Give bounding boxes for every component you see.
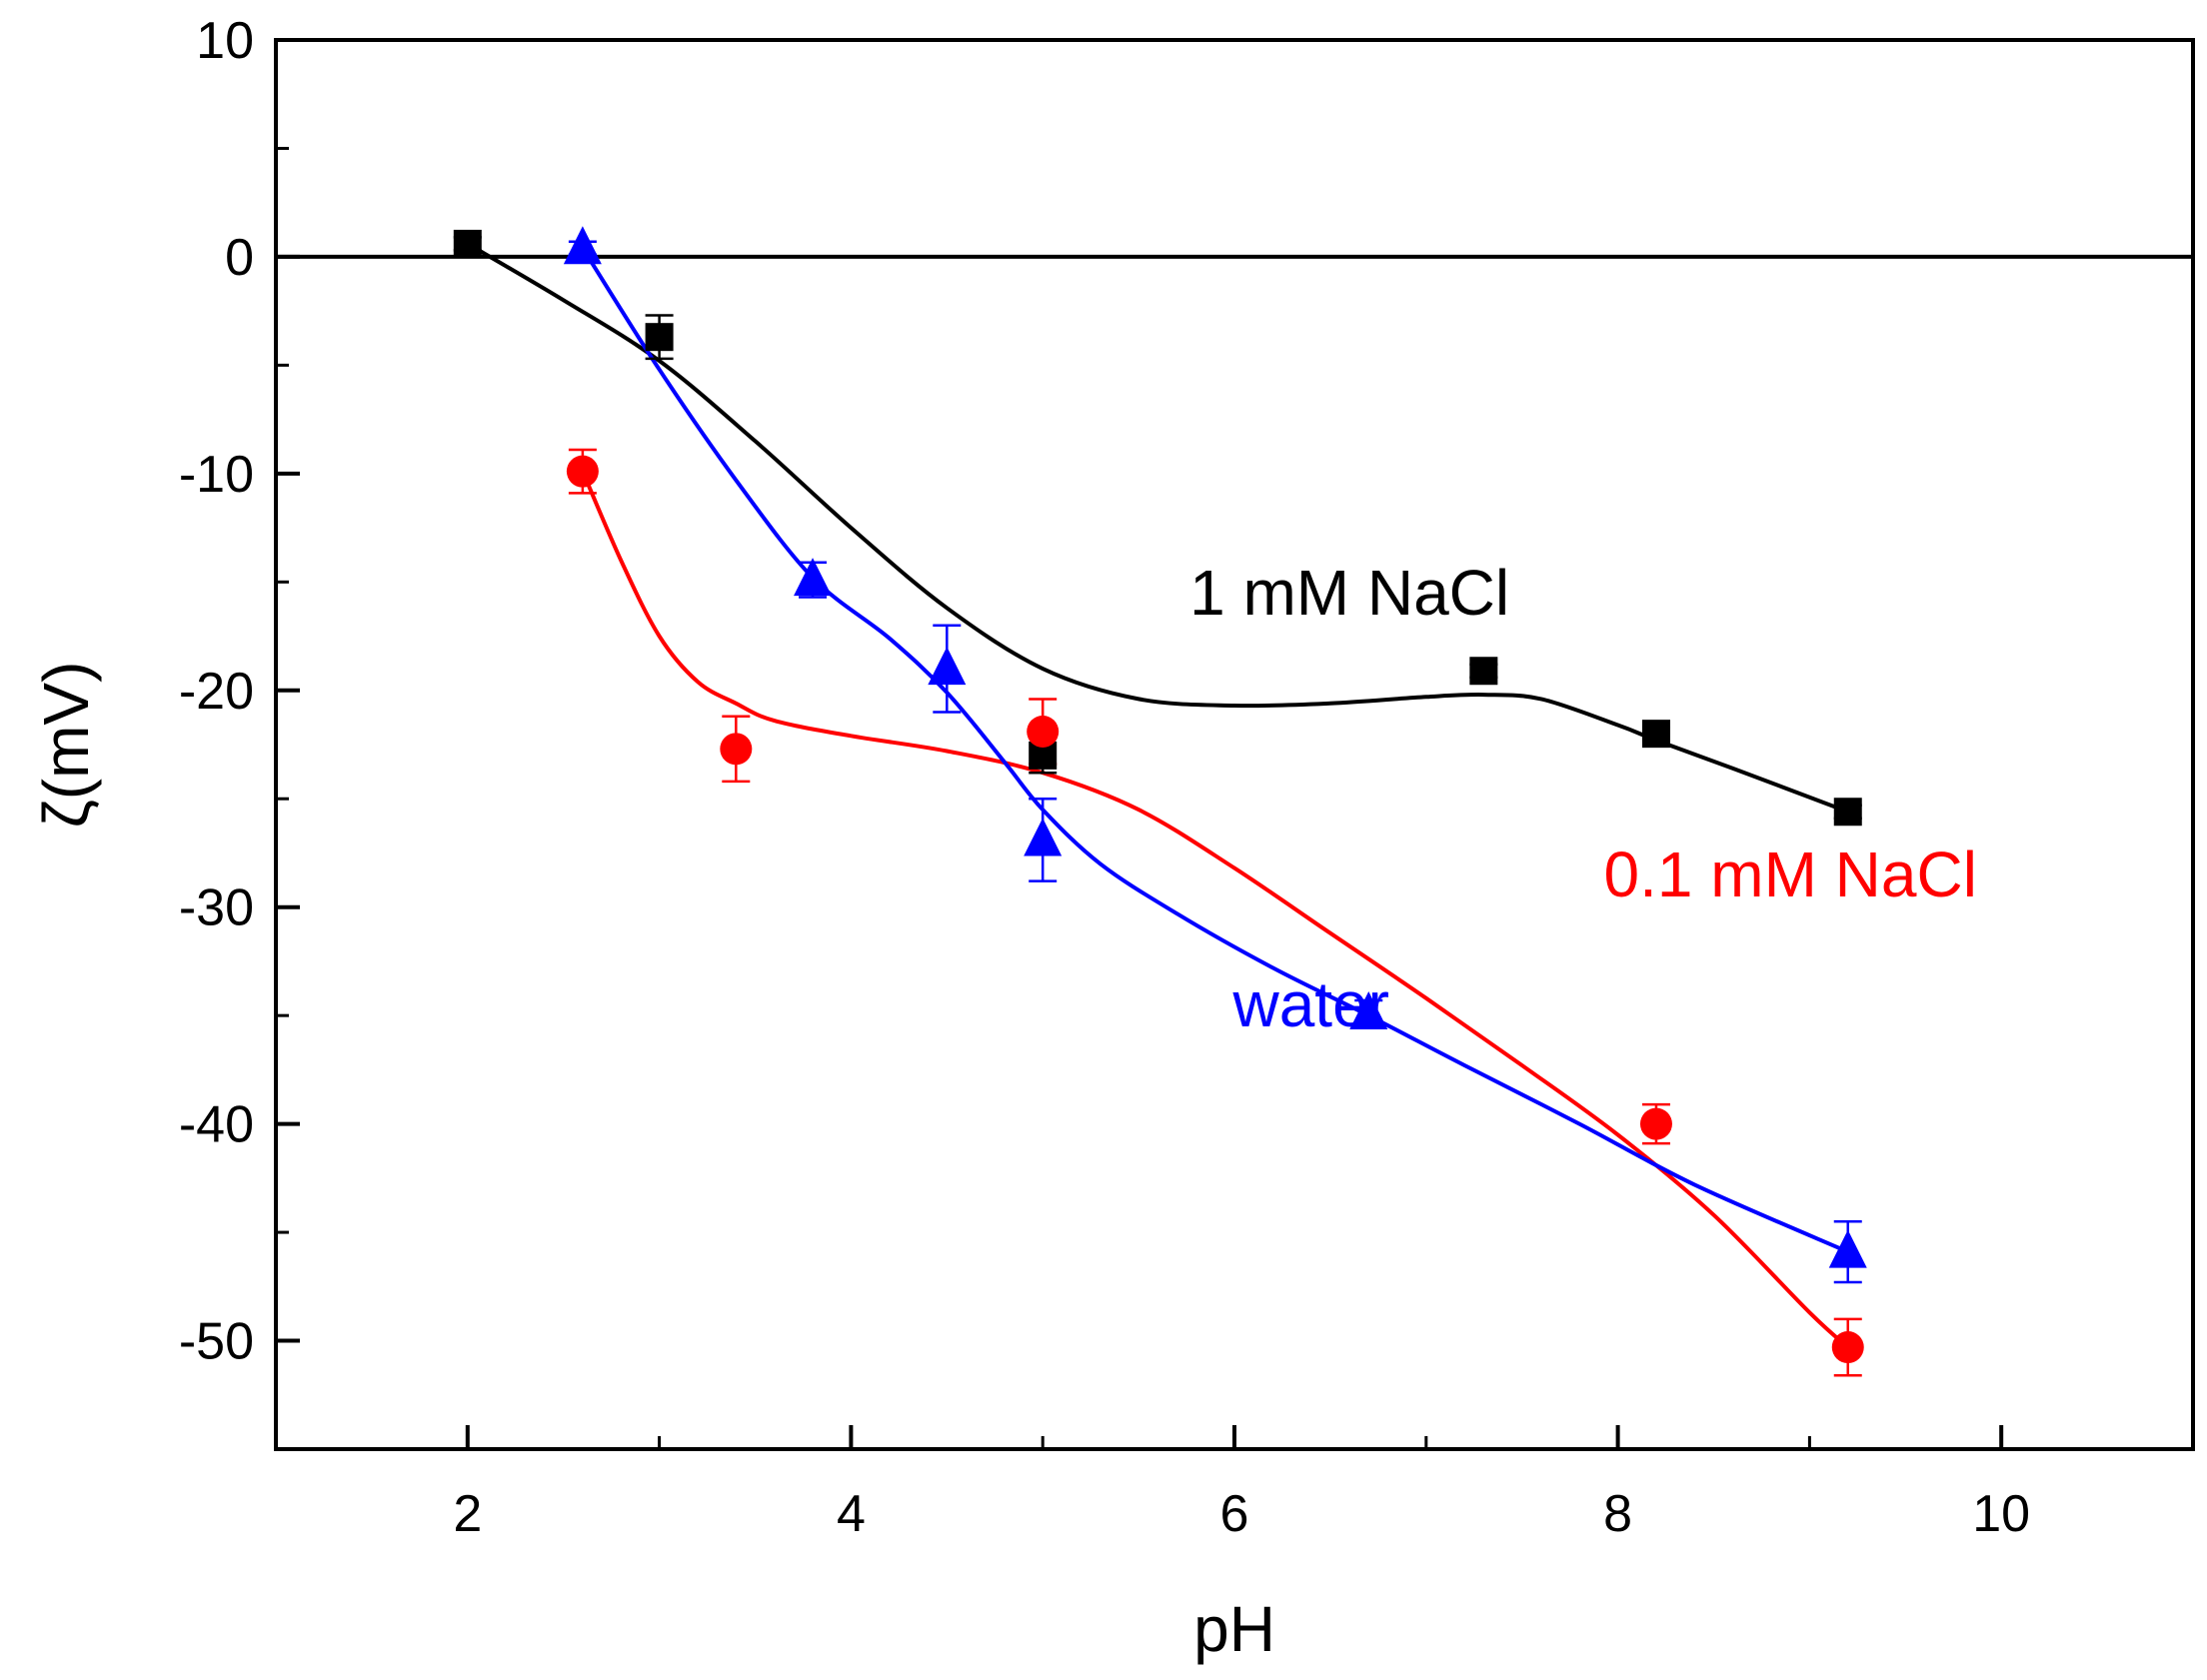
series-annotations: 1 mM NaCl 0.1 mM NaCl water (1189, 557, 1977, 1040)
point-1-mm-nacl (453, 229, 482, 258)
point-1-mm-nacl (645, 323, 674, 352)
x-axis-title: pH (1193, 1593, 1275, 1665)
point-water (563, 226, 602, 265)
label-1-mm-nacl: 1 mM NaCl (1189, 557, 1509, 629)
tick-labels: 2 4 6 8 10 10 0 -10 -20 -30 -40 -50 (179, 12, 2030, 1543)
point-water (1349, 990, 1388, 1029)
y-tick-label: -10 (179, 446, 254, 504)
label-0-1-mm-nacl: 0.1 mM NaCl (1604, 839, 1977, 910)
y-axis-title: ζ(mV) (30, 662, 102, 829)
data-markers (453, 226, 1867, 1364)
y-tick-label: -30 (179, 879, 254, 937)
fit-curves (466, 242, 1850, 1349)
y-tick-label: 10 (196, 12, 254, 70)
point-water (1024, 818, 1063, 856)
label-water: water (1231, 968, 1389, 1040)
point-1-mm-nacl (1641, 720, 1670, 749)
curve-1-mm-nacl (466, 242, 1849, 815)
x-tick-label: 4 (837, 1485, 866, 1543)
y-tick-label: -40 (179, 1096, 254, 1154)
y-tick-label: 0 (225, 229, 254, 287)
curve-0-1-mm-nacl (581, 470, 1850, 1349)
x-tick-label: 8 (1603, 1485, 1632, 1543)
y-tick-label: -20 (179, 663, 254, 721)
curve-water (581, 247, 1849, 1254)
point-0-1-mm-nacl (720, 733, 753, 766)
point-water (1828, 1229, 1867, 1268)
x-tick-label: 10 (1972, 1485, 2030, 1543)
point-1-mm-nacl (1469, 657, 1498, 686)
y-tick-label: -50 (179, 1313, 254, 1371)
x-tick-label: 6 (1220, 1485, 1249, 1543)
point-0-1-mm-nacl (1831, 1331, 1864, 1364)
point-water (794, 558, 833, 597)
point-water (928, 647, 967, 686)
point-0-1-mm-nacl (1639, 1107, 1672, 1140)
point-0-1-mm-nacl (566, 455, 599, 488)
x-tick-label: 2 (453, 1485, 482, 1543)
point-1-mm-nacl (1833, 798, 1862, 827)
plot-frame (274, 38, 2195, 1451)
point-0-1-mm-nacl (1027, 715, 1060, 748)
